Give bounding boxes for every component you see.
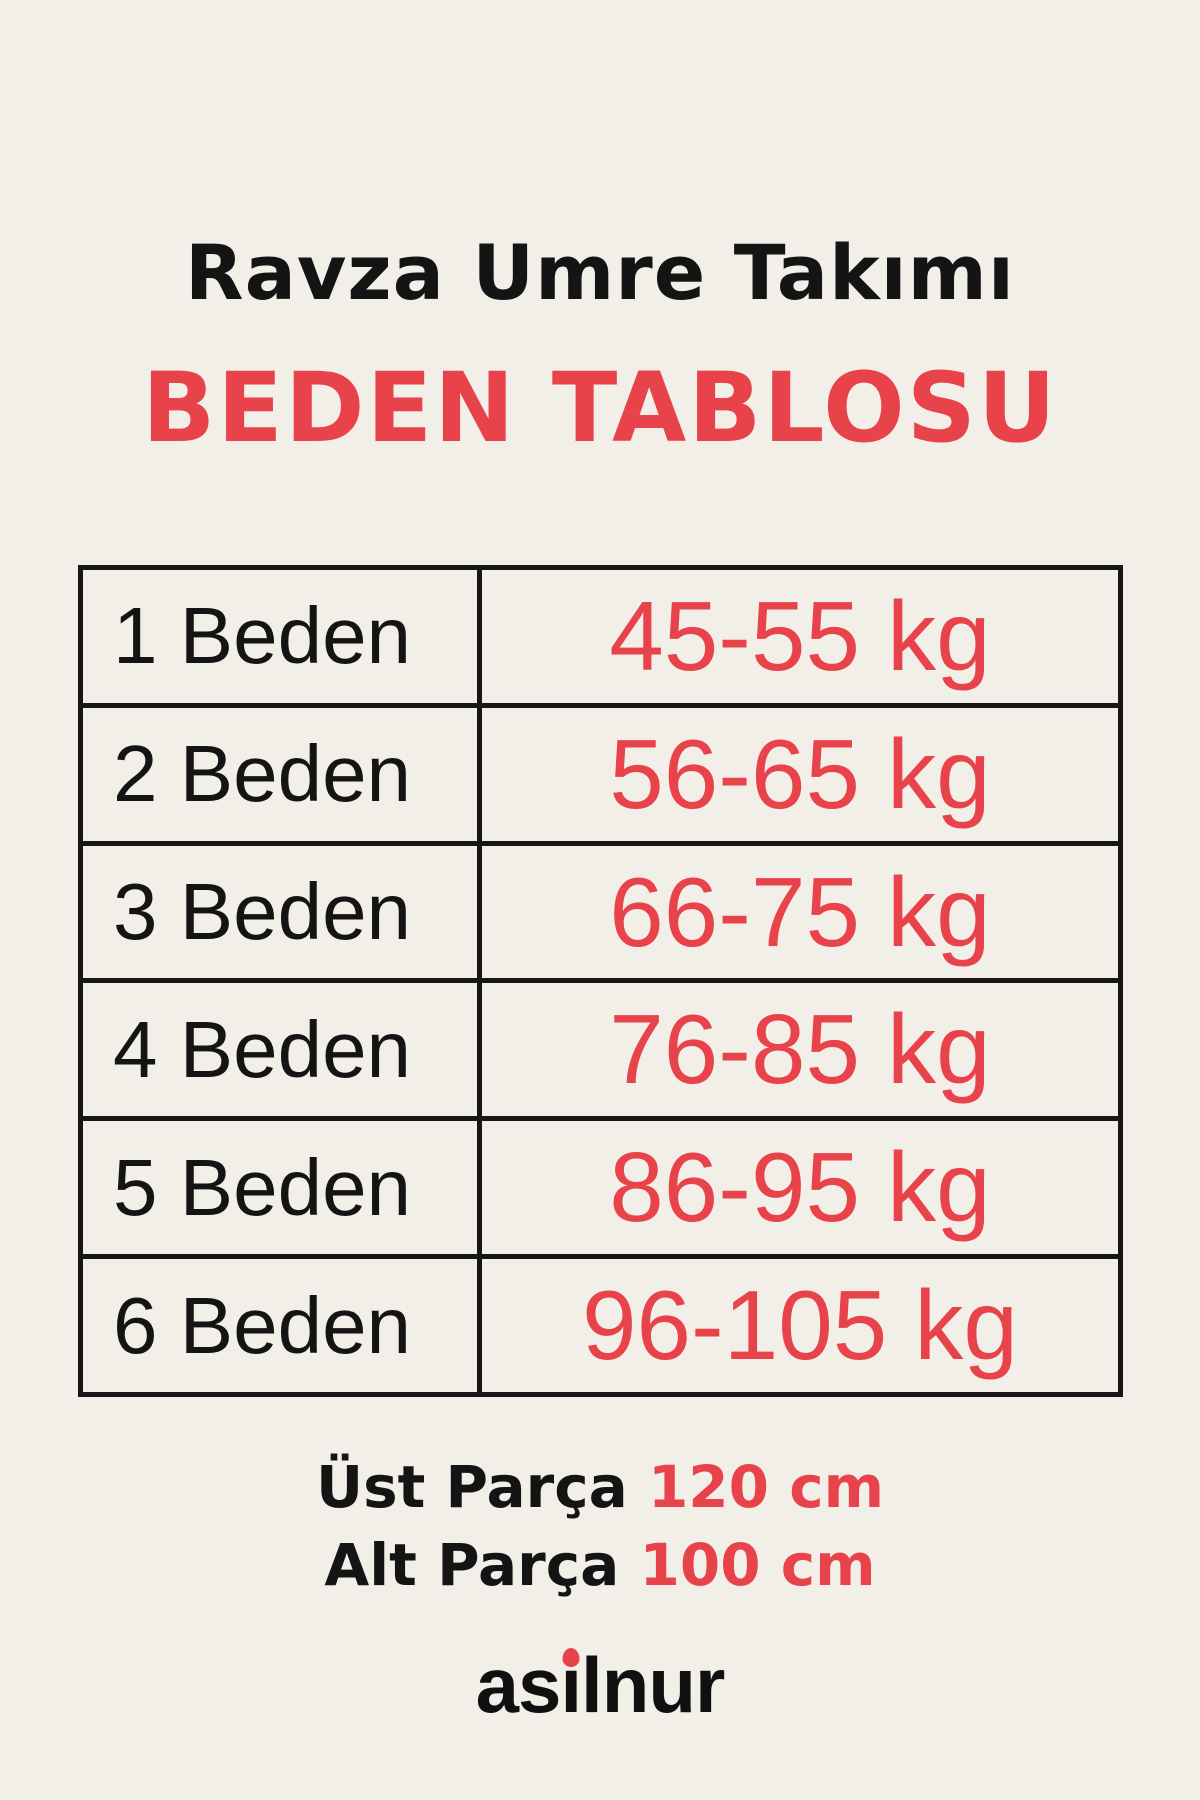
brand-text-pre: as xyxy=(475,1641,562,1729)
weight-cell: 76-85 kg xyxy=(609,994,991,1105)
measurement-value: 100 cm xyxy=(639,1531,876,1600)
table-row: 4 Beden 76-85 kg xyxy=(83,983,1118,1122)
table-row: 5 Beden 86-95 kg xyxy=(83,1121,1118,1260)
product-title: Ravza Umre Takımı xyxy=(185,228,1015,317)
weight-cell: 86-95 kg xyxy=(609,1132,991,1243)
measurement-label: Alt Parça xyxy=(324,1531,620,1600)
measurement-label: Üst Parça xyxy=(315,1453,628,1521)
table-row: 6 Beden 96-105 kg xyxy=(83,1259,1118,1392)
tulip-dot-icon xyxy=(562,1648,580,1667)
size-cell: 3 Beden xyxy=(83,845,482,979)
measurement-value: 120 cm xyxy=(647,1453,885,1521)
weight-cell: 45-55 kg xyxy=(609,580,991,691)
size-cell: 4 Beden xyxy=(83,983,482,1117)
size-cell: 1 Beden xyxy=(83,570,482,703)
weight-cell: 66-75 kg xyxy=(609,856,991,967)
measurement-line: Alt Parça 100 cm xyxy=(0,1526,1200,1604)
brand-logo: as ılnur xyxy=(0,1640,1200,1731)
piece-measurements: Üst Parça 120 cm Alt Parça 100 cm xyxy=(0,1448,1200,1605)
size-cell: 6 Beden xyxy=(83,1259,482,1392)
weight-cell: 96-105 kg xyxy=(582,1270,1018,1381)
size-chart-heading: BEDEN TABLOSU xyxy=(142,352,1058,464)
table-row: 1 Beden 45-55 kg xyxy=(83,570,1118,708)
size-table: 1 Beden 45-55 kg 2 Beden 56-65 kg 3 Bede… xyxy=(78,565,1123,1397)
table-row: 2 Beden 56-65 kg xyxy=(83,707,1118,846)
brand-letter-i: ı xyxy=(560,1640,582,1731)
table-row: 3 Beden 66-75 kg xyxy=(83,845,1118,984)
brand-text-post: lnur xyxy=(581,1641,725,1729)
weight-cell: 56-65 kg xyxy=(609,718,991,829)
size-cell: 2 Beden xyxy=(83,707,482,841)
measurement-line: Üst Parça 120 cm xyxy=(0,1448,1200,1526)
size-cell: 5 Beden xyxy=(83,1121,482,1255)
